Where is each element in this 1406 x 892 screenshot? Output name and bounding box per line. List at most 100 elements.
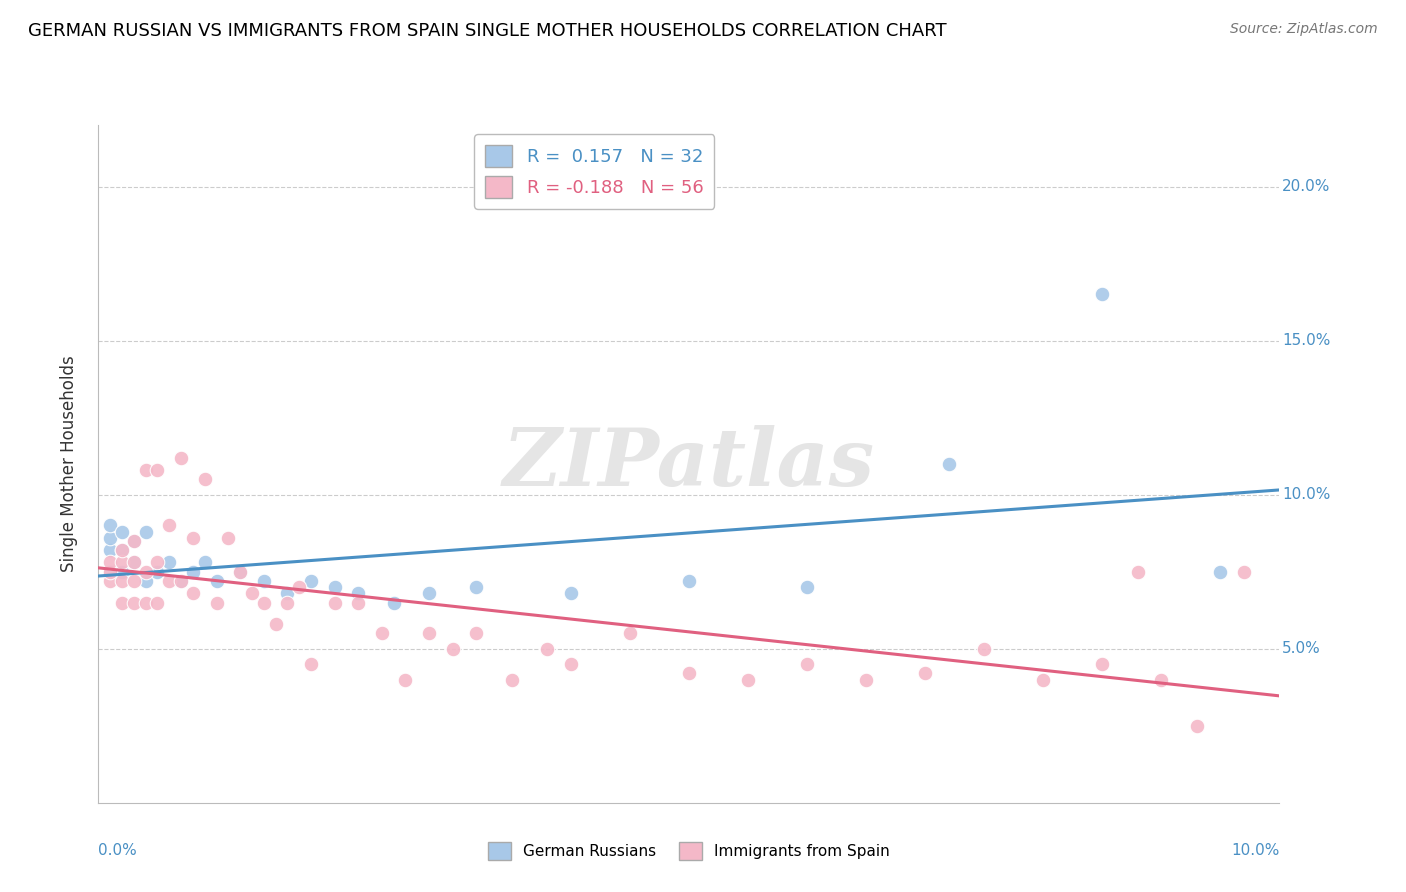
Point [111, 556, 134, 570]
Point [135, 463, 157, 477]
Point [1091, 287, 1114, 301]
Point [181, 531, 204, 545]
Point [111, 543, 134, 558]
Point [1150, 673, 1173, 687]
Point [157, 574, 180, 588]
Point [465, 626, 488, 640]
Point [288, 580, 311, 594]
Point [441, 641, 464, 656]
Point [111, 574, 134, 588]
Point [98, 531, 121, 545]
Point [170, 574, 193, 588]
Point [938, 457, 960, 471]
Point [973, 641, 995, 656]
Point [299, 574, 322, 588]
Point [253, 595, 276, 609]
Point [1209, 565, 1232, 579]
Point [418, 626, 440, 640]
Point [253, 574, 276, 588]
Point [229, 565, 252, 579]
Point [619, 626, 641, 640]
Point [98, 556, 121, 570]
Text: 0.0%: 0.0% [98, 843, 138, 858]
Point [111, 565, 134, 579]
Point [135, 574, 157, 588]
Point [1032, 673, 1054, 687]
Point [122, 533, 145, 548]
Legend: R =  0.157   N = 32, R = -0.188   N = 56: R = 0.157 N = 32, R = -0.188 N = 56 [474, 134, 714, 209]
Point [217, 531, 239, 545]
Point [170, 450, 193, 465]
Text: 10.0%: 10.0% [1232, 843, 1279, 858]
Point [796, 657, 818, 672]
Point [122, 595, 145, 609]
Point [737, 673, 759, 687]
Text: Source: ZipAtlas.com: Source: ZipAtlas.com [1230, 22, 1378, 37]
Point [146, 463, 169, 477]
Point [194, 472, 217, 486]
Point [371, 626, 394, 640]
Point [394, 673, 416, 687]
Point [205, 595, 228, 609]
Point [382, 595, 405, 609]
Point [1091, 657, 1114, 672]
Point [111, 543, 134, 558]
Point [122, 574, 145, 588]
Text: GERMAN RUSSIAN VS IMMIGRANTS FROM SPAIN SINGLE MOTHER HOUSEHOLDS CORRELATION CHA: GERMAN RUSSIAN VS IMMIGRANTS FROM SPAIN … [28, 22, 946, 40]
Point [536, 641, 558, 656]
Point [205, 574, 228, 588]
Point [276, 595, 298, 609]
Point [111, 595, 134, 609]
Text: 10.0%: 10.0% [1282, 487, 1330, 502]
Point [135, 565, 157, 579]
Point [678, 574, 700, 588]
Point [146, 556, 169, 570]
Point [347, 586, 370, 600]
Point [323, 580, 346, 594]
Point [98, 518, 121, 533]
Text: 5.0%: 5.0% [1282, 641, 1320, 657]
Point [122, 533, 145, 548]
Point [264, 617, 287, 632]
Point [465, 580, 488, 594]
Point [98, 565, 121, 579]
Point [1233, 565, 1256, 579]
Point [157, 556, 180, 570]
Point [240, 586, 263, 600]
Point [1126, 565, 1149, 579]
Point [560, 657, 582, 672]
Point [299, 657, 322, 672]
Point [170, 574, 193, 588]
Point [111, 524, 134, 539]
Point [855, 673, 877, 687]
Point [914, 666, 936, 681]
Text: ZIPatlas: ZIPatlas [503, 425, 875, 502]
Point [560, 586, 582, 600]
Point [122, 556, 145, 570]
Legend: German Russians, Immigrants from Spain: German Russians, Immigrants from Spain [482, 836, 896, 866]
Point [796, 580, 818, 594]
Point [181, 586, 204, 600]
Point [323, 595, 346, 609]
Point [135, 595, 157, 609]
Point [122, 556, 145, 570]
Point [347, 595, 370, 609]
Point [229, 565, 252, 579]
Text: 20.0%: 20.0% [1282, 179, 1330, 194]
Point [1185, 719, 1208, 733]
Text: 15.0%: 15.0% [1282, 333, 1330, 348]
Point [146, 565, 169, 579]
Point [98, 565, 121, 579]
Point [194, 556, 217, 570]
Point [418, 586, 440, 600]
Point [146, 595, 169, 609]
Point [181, 565, 204, 579]
Point [157, 518, 180, 533]
Y-axis label: Single Mother Households: Single Mother Households [59, 356, 77, 572]
Point [276, 586, 298, 600]
Point [135, 524, 157, 539]
Point [98, 574, 121, 588]
Point [678, 666, 700, 681]
Point [501, 673, 523, 687]
Point [98, 543, 121, 558]
